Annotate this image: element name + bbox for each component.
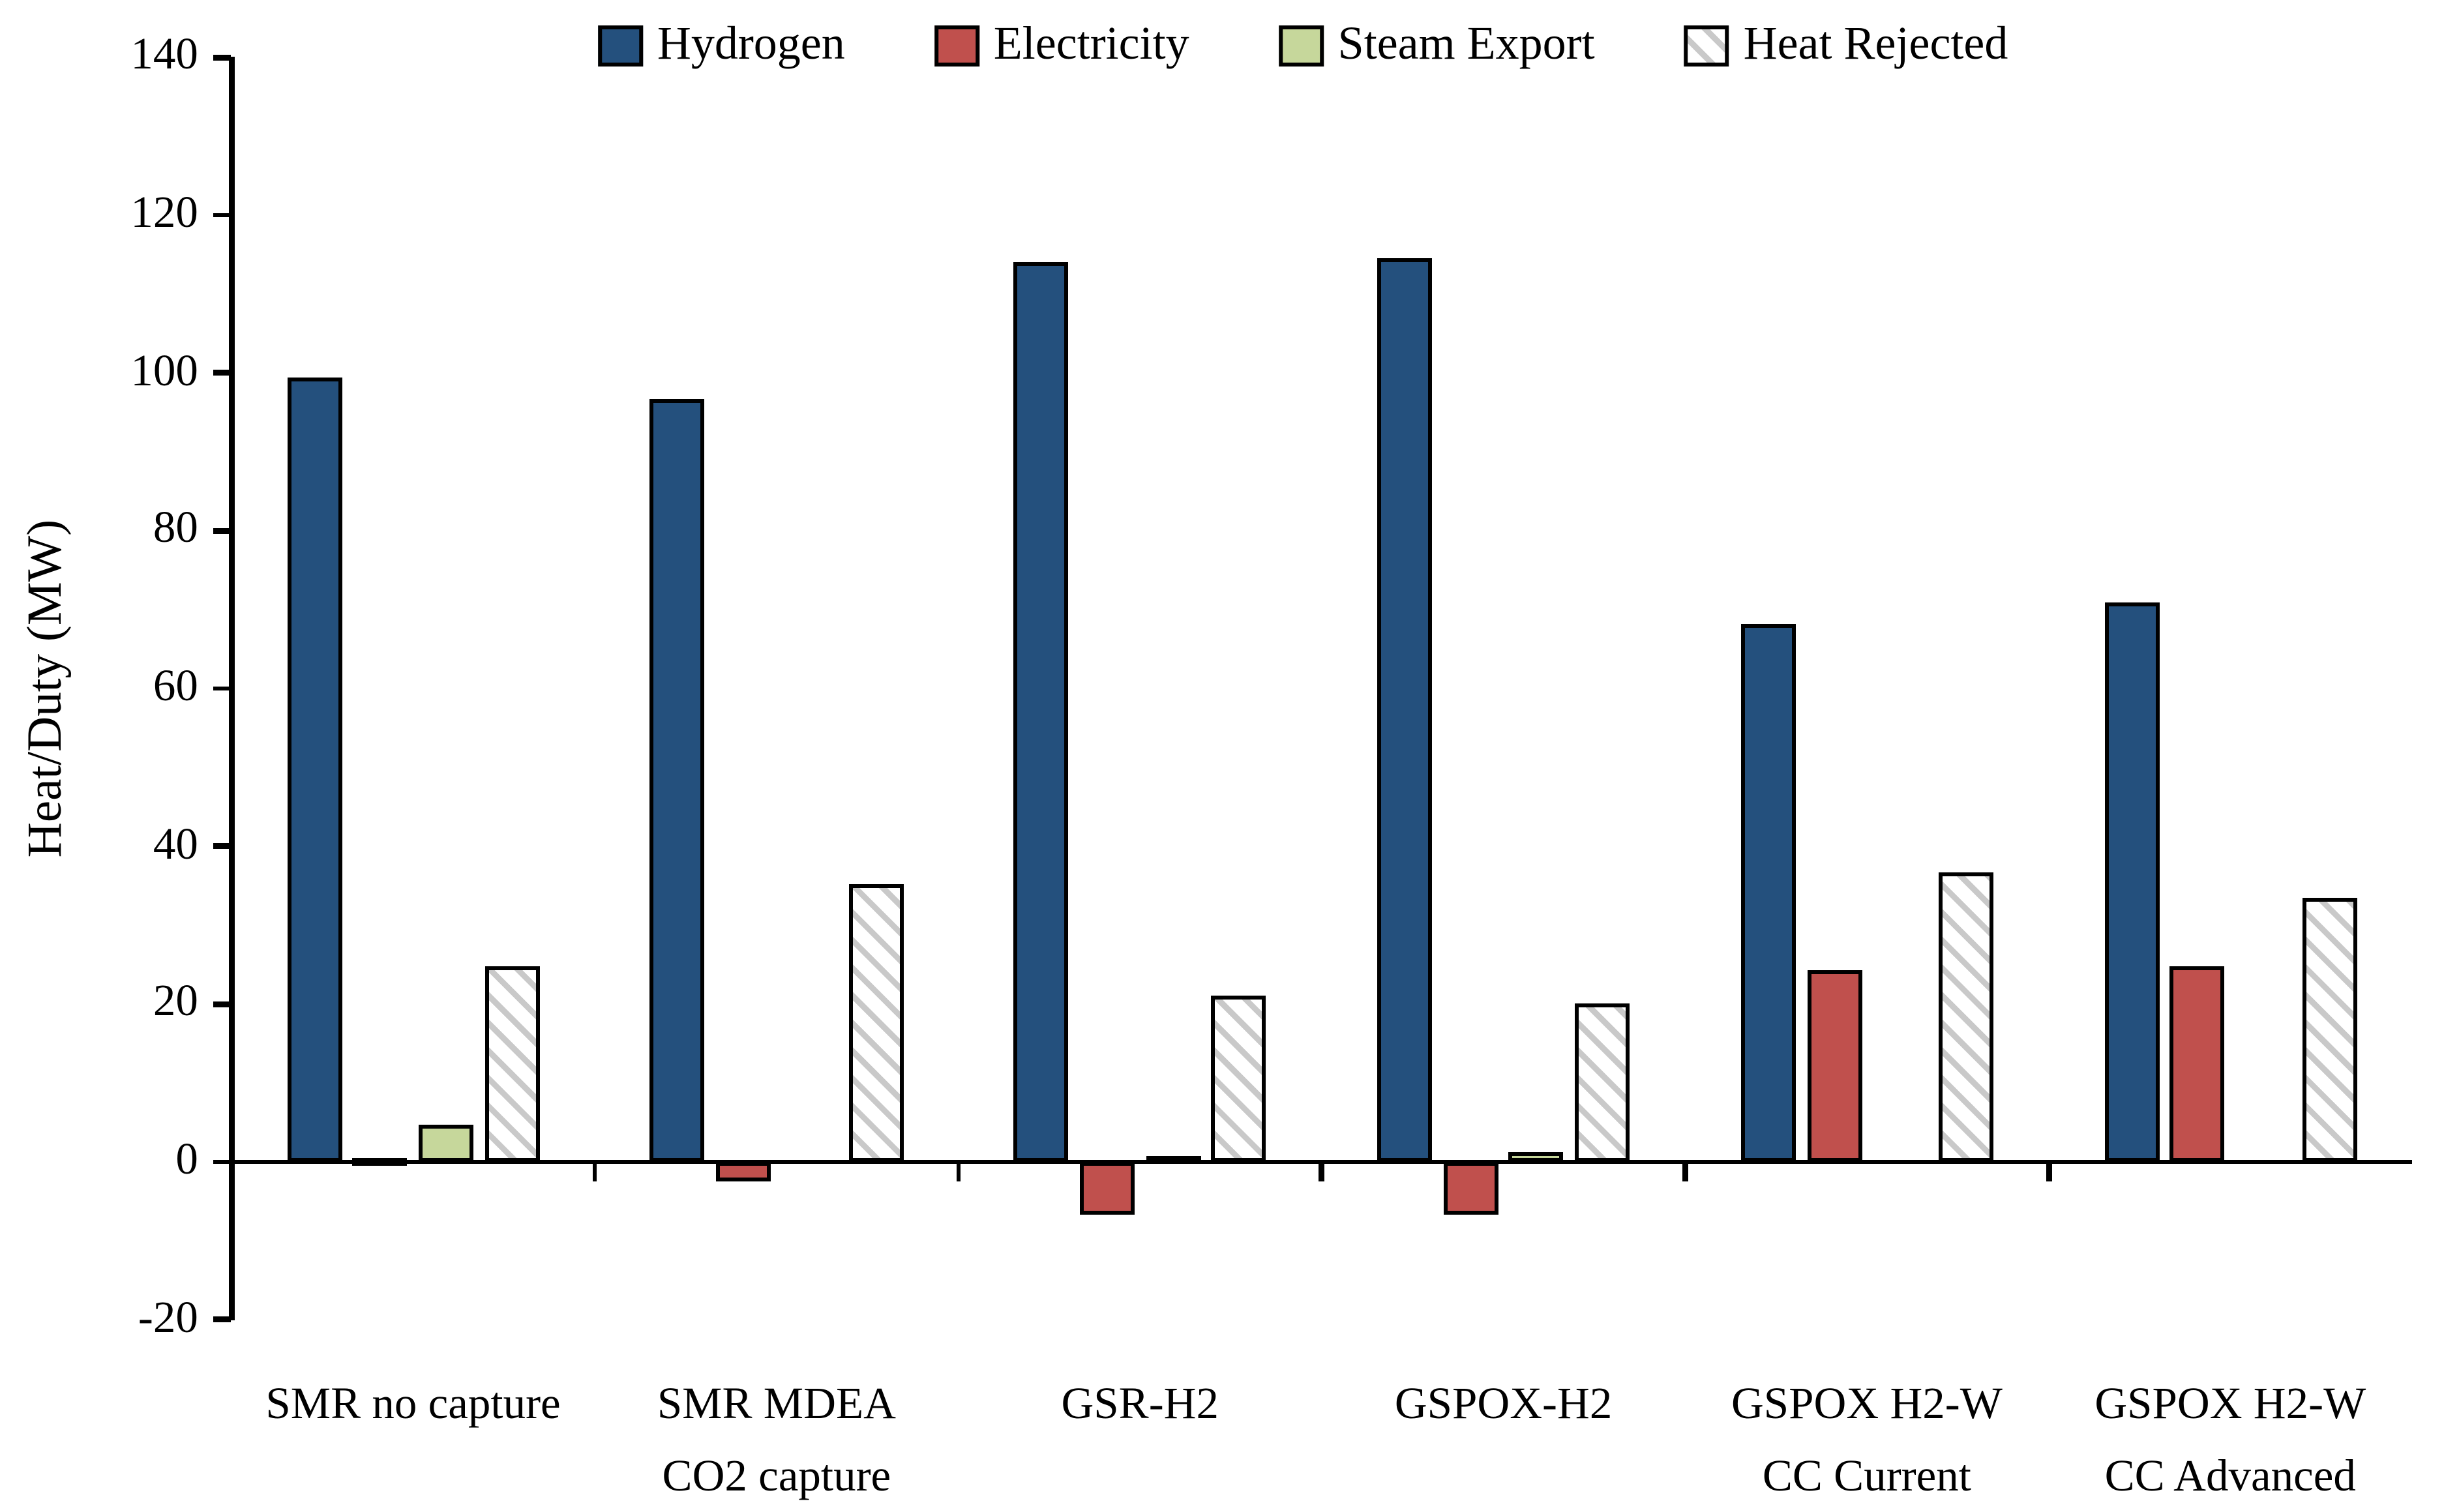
x-axis-category-label: SMR no capture [265,1367,560,1440]
legend-label: Steam Export [1337,20,1595,70]
x-axis-category-label: GSPOX H2-W CC Advanced [2094,1367,2366,1512]
bar-hydrogen [1377,258,1433,1162]
x-axis-tick [592,1162,598,1181]
y-axis-tick-label: 40 [153,818,198,868]
x-axis-category-label: GSPOX-H2 [1395,1367,1613,1440]
bar-electricity [1079,1162,1135,1215]
legend-item: Hydrogen [598,20,845,72]
legend-swatch-steam-export [1279,25,1324,67]
y-axis-tick [213,370,231,376]
bar-heat-rejected [2302,898,2357,1162]
x-axis-category-label-line: CC Current [1762,1451,1971,1500]
y-axis-tick-label: 120 [130,188,198,237]
bar-hydrogen [2104,603,2159,1162]
legend-swatch-heat-rejected [1684,25,1730,67]
x-axis-category-label-line: GSPOX-H2 [1394,1379,1613,1428]
x-axis-tick [1319,1162,1324,1181]
y-axis-tick [213,1317,231,1322]
x-axis-tick [1682,1162,1688,1181]
x-axis-line [231,1159,2412,1165]
legend-label: Hydrogen [657,20,845,70]
x-axis-category-label: GSPOX H2-W CC Current [1731,1367,2003,1512]
bar-heat-rejected [848,885,903,1162]
x-axis-category-label-line: SMR no capture [265,1379,561,1428]
y-axis-tick [213,528,231,533]
x-axis-category-label: SMR MDEA CO2 capture [657,1367,896,1512]
bar-electricity [1443,1162,1498,1215]
y-axis-tick [213,1001,231,1007]
x-axis-category-label-line: CC Advanced [2104,1451,2356,1500]
x-axis-category-label-line: GSR-H2 [1061,1379,1219,1428]
y-axis-tick-label: 100 [130,345,198,394]
bar-heat-rejected [1575,1003,1630,1162]
bar-hydrogen [650,400,706,1162]
x-axis-category-label-line: GSPOX H2-W [1731,1379,2003,1428]
bar-electricity [1806,971,1862,1162]
legend-item: Electricity [934,20,1189,72]
y-axis-tick-label: 140 [130,29,198,79]
y-axis-tick [213,55,231,60]
bar-electricity [716,1162,771,1182]
y-axis-tick [213,686,231,691]
bar-heat-rejected [1938,873,1993,1162]
x-axis-category-label: GSR-H2 [1061,1367,1219,1440]
legend: Hydrogen Electricity Steam Export Heat Reje… [598,20,2008,72]
x-axis-tick [2046,1162,2051,1181]
x-axis-category-label-line: SMR MDEA [657,1379,896,1428]
y-axis-tick [213,1159,231,1164]
bar-heat-rejected [1212,996,1267,1162]
bar-hydrogen [1013,262,1069,1162]
x-axis-category-label-line: GSPOX H2-W [2094,1379,2366,1428]
bar-electricity [353,1158,408,1166]
bar-hydrogen [287,378,342,1162]
y-axis-tick-label: -20 [138,1292,198,1341]
y-axis-tick-label: 0 [175,1134,198,1183]
bar-hydrogen [1740,623,1796,1162]
bar-heat-rejected [484,967,540,1162]
legend-label: Electricity [993,20,1189,70]
y-axis-line [229,57,234,1320]
bar-electricity [2169,967,2225,1162]
bar-steam-export [1509,1152,1564,1162]
x-axis-tick [955,1162,961,1181]
bar-steam-export [419,1123,474,1162]
legend-item: Steam Export [1279,20,1595,72]
bar-steam-export [1145,1155,1200,1164]
y-axis-tick-label: 80 [153,503,198,552]
y-axis-tick-label: 20 [153,976,198,1026]
y-axis-tick [213,844,231,849]
y-axis-tick [213,213,231,218]
y-axis-tick-label: 60 [153,661,198,710]
x-axis-category-label-line: CO2 capture [662,1451,891,1500]
legend-item: Heat Rejected [1684,20,2008,72]
legend-swatch-electricity [934,25,980,67]
legend-label: Heat Rejected [1743,20,2008,70]
legend-swatch-hydrogen [598,25,644,67]
